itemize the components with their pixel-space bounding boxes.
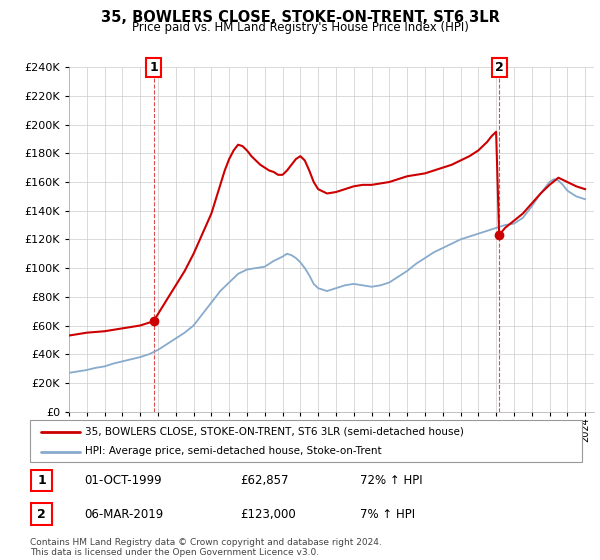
Text: £62,857: £62,857 <box>240 474 289 487</box>
Text: 2: 2 <box>37 507 46 521</box>
Text: HPI: Average price, semi-detached house, Stoke-on-Trent: HPI: Average price, semi-detached house,… <box>85 446 382 456</box>
Text: £123,000: £123,000 <box>240 507 296 521</box>
Text: 72% ↑ HPI: 72% ↑ HPI <box>360 474 422 487</box>
Text: 1: 1 <box>37 474 46 487</box>
Text: 01-OCT-1999: 01-OCT-1999 <box>84 474 161 487</box>
Text: 2: 2 <box>495 60 503 74</box>
Text: 1: 1 <box>149 60 158 74</box>
Text: 06-MAR-2019: 06-MAR-2019 <box>84 507 163 521</box>
Text: Price paid vs. HM Land Registry's House Price Index (HPI): Price paid vs. HM Land Registry's House … <box>131 21 469 34</box>
Text: 35, BOWLERS CLOSE, STOKE-ON-TRENT, ST6 3LR (semi-detached house): 35, BOWLERS CLOSE, STOKE-ON-TRENT, ST6 3… <box>85 427 464 437</box>
Text: 7% ↑ HPI: 7% ↑ HPI <box>360 507 415 521</box>
Text: Contains HM Land Registry data © Crown copyright and database right 2024.
This d: Contains HM Land Registry data © Crown c… <box>30 538 382 557</box>
Text: 35, BOWLERS CLOSE, STOKE-ON-TRENT, ST6 3LR: 35, BOWLERS CLOSE, STOKE-ON-TRENT, ST6 3… <box>101 10 499 25</box>
